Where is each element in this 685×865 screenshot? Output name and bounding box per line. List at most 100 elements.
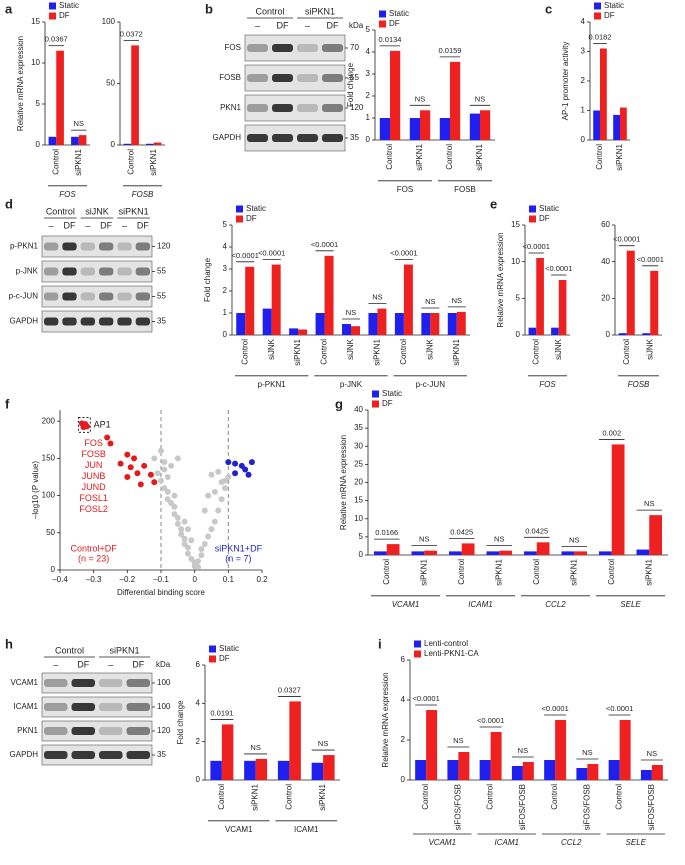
y-tick-label: 40 xyxy=(601,257,610,266)
p-value: 0.0372 xyxy=(120,29,143,38)
marker-label: 55 xyxy=(350,73,359,82)
point xyxy=(171,503,178,510)
p-value: <0.0001 xyxy=(232,251,259,260)
point xyxy=(164,473,171,480)
bar xyxy=(618,333,627,335)
point xyxy=(124,473,131,480)
gene-label: FOSB xyxy=(81,449,106,459)
marker-label: 35 xyxy=(350,133,359,142)
blot-band xyxy=(322,44,343,52)
point xyxy=(181,518,188,525)
legend-swatch xyxy=(49,2,56,10)
point xyxy=(154,470,161,477)
bar xyxy=(289,328,299,335)
x-tick-label: Control xyxy=(622,339,631,365)
x-tick-label: siJNK xyxy=(346,338,355,360)
panel-letter: c xyxy=(545,1,552,16)
p-value: NS xyxy=(74,119,84,128)
p-value: NS xyxy=(415,94,425,103)
x-tick-label: Control xyxy=(532,559,541,585)
x-tick-label: Control xyxy=(607,559,616,585)
gene-label: JUN xyxy=(85,460,103,470)
group-label: VCAM1 xyxy=(392,600,420,609)
bar xyxy=(439,118,450,140)
blot-band xyxy=(126,727,150,735)
blot-band xyxy=(80,292,95,301)
point xyxy=(198,552,205,559)
blot-band xyxy=(297,134,318,142)
bar xyxy=(262,308,272,335)
x-tick-label: –0.2 xyxy=(120,575,136,584)
x-tick-label: siFOS/FOSB xyxy=(518,784,527,830)
y-tick-label: 5 xyxy=(366,25,371,34)
legend-swatch xyxy=(529,205,536,213)
legend-label: Static xyxy=(539,204,559,213)
p-value: <0.0001 xyxy=(606,704,633,713)
bar xyxy=(611,444,625,555)
blot-row-label: p-c-JUN xyxy=(9,292,39,301)
legend-label: Static xyxy=(604,1,624,10)
blot-band xyxy=(272,44,293,52)
group-label: (n = 7) xyxy=(225,554,251,564)
x-tick-label: siPKN1 xyxy=(293,338,302,365)
blot-frame xyxy=(41,310,153,333)
y-tick-label: 2 xyxy=(196,737,201,746)
blot-band xyxy=(117,267,132,276)
y-tick-label: 6 xyxy=(401,655,406,664)
p-value: NS xyxy=(419,535,429,544)
point xyxy=(178,526,185,533)
p-value: 0.0425 xyxy=(450,527,473,536)
unit-label: kDa xyxy=(156,660,171,669)
blot-row-label: VCAM1 xyxy=(10,678,38,687)
p-value: <0.0001 xyxy=(613,235,640,244)
blot-band xyxy=(247,134,268,142)
blot-row-label: FOS xyxy=(225,43,241,52)
blot-band xyxy=(135,267,150,276)
blot-group: siPKN1 xyxy=(119,206,149,216)
x-tick-label: siPKN1 xyxy=(74,148,83,175)
point xyxy=(131,455,138,462)
y-tick-label: 0 xyxy=(36,140,41,149)
p-value: NS xyxy=(494,535,504,544)
p-value: <0.0001 xyxy=(412,694,439,703)
lane-label: DF xyxy=(132,659,144,669)
blot-band xyxy=(322,104,343,112)
blot-band xyxy=(62,317,77,326)
bar xyxy=(449,551,462,555)
blot-row-label: p-PKN1 xyxy=(10,242,39,251)
p-value: 0.0327 xyxy=(278,685,301,694)
y-tick-label: 0 xyxy=(223,330,228,339)
y-tick-label: 35 xyxy=(354,423,363,432)
lane-label: – xyxy=(53,659,58,669)
legend-label: Static xyxy=(59,1,79,10)
blot-band xyxy=(117,317,132,326)
point xyxy=(174,455,181,462)
y-tick-label: 5 xyxy=(36,99,41,108)
legend-label: DF xyxy=(59,11,70,20)
x-tick-label: 0.2 xyxy=(256,575,268,584)
p-value: <0.0001 xyxy=(477,716,504,725)
bar xyxy=(469,113,480,140)
y-tick-label: 5 xyxy=(223,220,228,229)
marker-label: 55 xyxy=(157,292,166,301)
blot-row-label: p-JNK xyxy=(16,267,39,276)
blot-group: Control xyxy=(255,6,284,16)
point xyxy=(168,462,175,469)
legend-label: Lenti-control xyxy=(424,639,468,648)
blot-group: Control xyxy=(46,206,75,216)
point xyxy=(225,473,232,480)
blot-band xyxy=(135,292,150,301)
blot-band xyxy=(62,267,77,276)
y-tick-label: 15 xyxy=(511,220,520,229)
bar xyxy=(522,762,534,780)
bar xyxy=(78,135,87,145)
bar xyxy=(636,549,650,555)
bar xyxy=(479,760,491,780)
x-tick-label: Control xyxy=(217,784,226,810)
p-value: <0.0001 xyxy=(541,704,568,713)
p-value: 0.0159 xyxy=(439,46,462,55)
legend-swatch xyxy=(49,12,56,20)
x-tick-label: siPKN1 xyxy=(415,143,424,170)
point xyxy=(174,514,181,521)
